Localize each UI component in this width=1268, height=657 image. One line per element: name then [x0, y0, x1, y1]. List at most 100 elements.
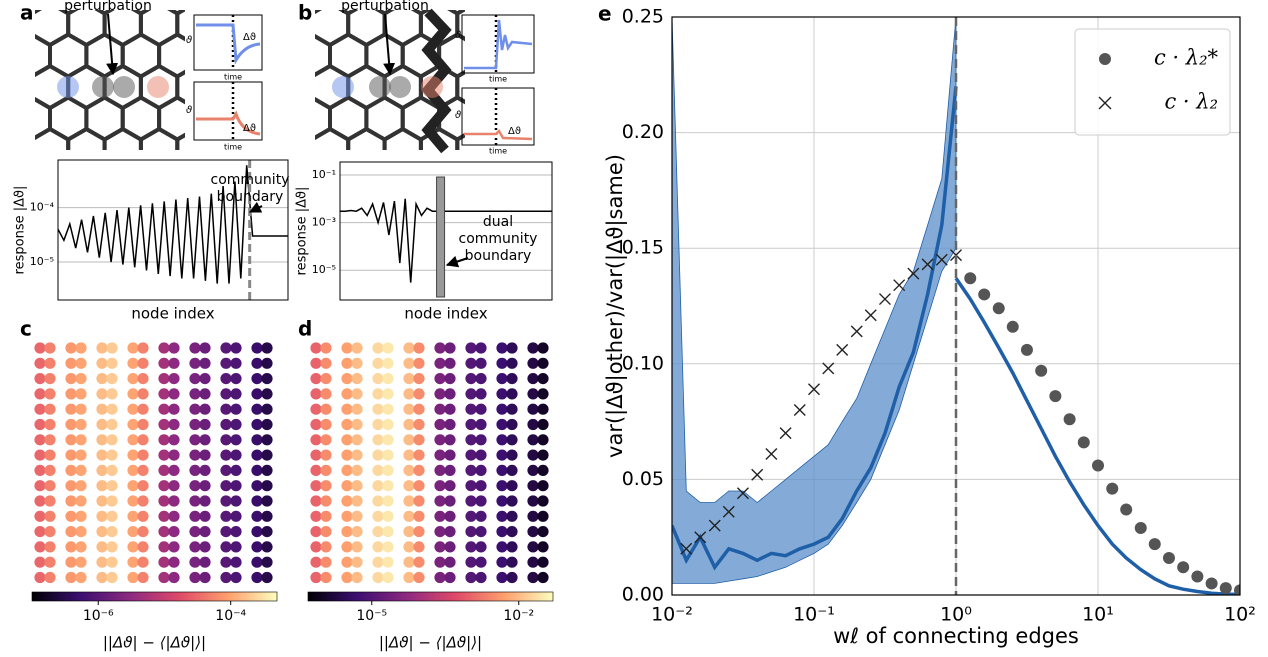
node [382, 388, 394, 400]
node [251, 480, 263, 492]
node [341, 495, 353, 507]
node [34, 510, 46, 522]
node [199, 434, 211, 446]
node [96, 571, 108, 584]
node [413, 495, 425, 507]
node [382, 480, 394, 492]
node [341, 464, 353, 476]
node [34, 495, 46, 507]
dot [1006, 320, 1019, 333]
node [537, 571, 549, 584]
node [310, 449, 322, 461]
node [220, 403, 232, 415]
node [506, 373, 518, 385]
node [537, 495, 549, 507]
node [96, 526, 108, 538]
node [496, 464, 508, 476]
node [199, 526, 211, 538]
node [403, 556, 415, 568]
mean-line [954, 277, 1240, 595]
node [403, 357, 415, 369]
node [341, 541, 353, 553]
node [34, 449, 46, 461]
dot [1049, 390, 1062, 403]
node [75, 495, 87, 507]
node [75, 464, 87, 476]
node [465, 357, 477, 369]
node [251, 541, 263, 553]
node [527, 510, 539, 522]
node [465, 388, 477, 400]
node [310, 495, 322, 507]
node [434, 388, 446, 400]
arrow [383, 13, 396, 76]
x-tick-label: 10² [1224, 604, 1256, 626]
x-tick-label: 10⁻¹ [793, 604, 835, 626]
node [527, 571, 539, 584]
node [465, 342, 477, 354]
node [251, 510, 263, 522]
node [261, 357, 273, 369]
node [444, 434, 456, 446]
y-tick-label: 0.00 [622, 584, 664, 606]
node [413, 464, 425, 476]
boundary-band [436, 176, 446, 298]
node [168, 480, 180, 492]
node [444, 403, 456, 415]
node [382, 434, 394, 446]
node [506, 526, 518, 538]
node [127, 571, 139, 584]
node [310, 342, 322, 354]
node [310, 373, 322, 385]
node [137, 556, 149, 568]
panel-label: a [20, 1, 34, 25]
node [506, 571, 518, 584]
cross [736, 487, 749, 500]
y-tick-label: 10⁻⁵ [312, 263, 336, 276]
node [65, 526, 77, 538]
node [537, 449, 549, 461]
node [75, 526, 87, 538]
cross [907, 267, 920, 280]
node [341, 373, 353, 385]
hexagon [159, 161, 195, 203]
node [527, 556, 539, 568]
node [403, 495, 415, 507]
hexagon [330, 161, 366, 203]
node [382, 357, 394, 369]
node [230, 526, 242, 538]
node [127, 434, 139, 446]
node [351, 510, 363, 522]
x-tick-label: 10⁰ [940, 604, 972, 626]
node [475, 357, 487, 369]
node [506, 403, 518, 415]
node [341, 342, 353, 354]
node [44, 434, 56, 446]
node [127, 418, 139, 431]
node [372, 495, 384, 507]
node [75, 449, 87, 461]
dot [1063, 413, 1076, 426]
node [403, 571, 415, 584]
colorbar-tick-label: 10⁻⁵ [356, 608, 387, 624]
node [220, 526, 232, 538]
node [106, 526, 118, 538]
node [158, 556, 170, 568]
y-axis-label: response |Δϑ| [295, 187, 310, 276]
node [403, 434, 415, 446]
node [413, 388, 425, 400]
node [75, 510, 87, 522]
inset-delta: Δϑ [243, 123, 256, 134]
node [372, 388, 384, 400]
node [444, 464, 456, 476]
node [351, 357, 363, 369]
node [444, 510, 456, 522]
node [44, 418, 56, 431]
node [199, 571, 211, 584]
node [382, 342, 394, 354]
node [382, 403, 394, 415]
node [199, 388, 211, 400]
node [75, 388, 87, 400]
node [537, 526, 549, 538]
